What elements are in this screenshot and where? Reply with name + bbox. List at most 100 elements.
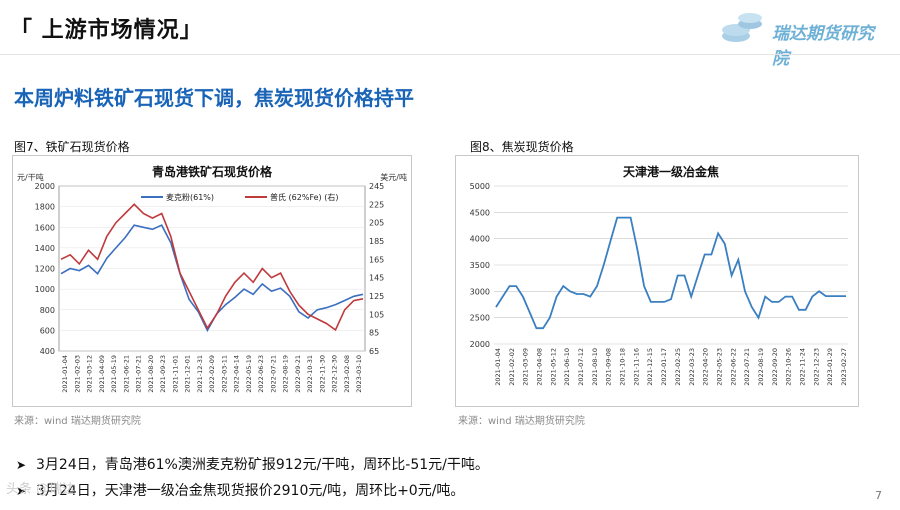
x-tick-label: 2022-10-26 [785,348,793,386]
x-tick-label: 2021-05-12 [549,348,557,386]
y-tick-left: 1600 [35,223,55,232]
y-tick-right: 145 [369,274,384,283]
y-tick-right: 125 [369,292,384,301]
y-tick: 3000 [470,287,490,296]
y-tick-left: 1800 [35,203,55,212]
y-tick-left: 800 [40,306,55,315]
figure-8-caption: 图8、焦炭现货价格 [470,140,574,154]
bullet-text-1: 3月24日，青岛港61%澳洲麦克粉矿报912元/干吨，周环比-51元/干吨。 [36,457,489,473]
y-tick-left: 1200 [35,265,55,274]
iron-ore-chart-panel: 青岛港铁矿石现货价格 元/干吨 美元/吨 400 600 800 1000 1200 1400 1… [12,155,412,407]
x-tick-label: 2021-07-21 [135,355,143,393]
series-line-1 [495,216,846,330]
x-tick-label: 2023-03-10 [355,355,363,393]
y-tick-right: 225 [369,200,384,209]
figure-7-caption: 图7、铁矿石现货价格 [14,140,130,154]
logo-text: 瑞达期货研究院 [772,24,874,69]
page-number: 7 [875,489,882,502]
y-tick: 3500 [470,261,490,270]
y-tick-right: 105 [369,310,384,319]
y-tick-left: 2000 [35,182,55,191]
y-tick: 5000 [470,182,490,191]
x-tick-label: 2022-07-21 [269,355,277,393]
figure-8-source: 来源：wind 瑞达期货研究院 [458,416,585,427]
x-tick-label: 2022-12-23 [812,348,820,386]
x-tick-label: 2021-06-21 [122,355,130,393]
chart-title: 青岛港铁矿石现货价格 [152,164,273,179]
x-tick-label: 2022-03-23 [688,348,696,386]
x-tick-label: 2022-02-25 [674,348,682,386]
arrow-bullet-icon: ➤ [16,458,27,472]
x-tick-label: 2022-01-17 [660,348,668,386]
x-tick-label: 2022-04-20 [702,348,710,386]
coke-chart: 天津港一级冶金焦 2000 2500 3000 3500 4000 4500 5000 2021… [470,164,848,386]
x-tick-label: 2021-08-20 [147,355,155,393]
headline: 本周炉料铁矿石现货下调，焦炭现货价格持平 [14,86,414,110]
x-tick-label: 2021-04-08 [536,348,544,386]
y-tick-right: 165 [369,255,384,264]
x-tick-label: 2022-08-19 [282,355,290,393]
x-tick-label: 2023-02-27 [840,348,848,386]
x-tick-label: 2023-01-29 [826,348,834,386]
x-tick-label: 2022-06-22 [729,348,737,386]
bullet-text-2: 3月24日，天津港一级冶金焦现货报价2910元/吨，周环比+0元/吨。 [36,483,465,499]
legend-label-2: 普氏 (62%Fe) (右) [270,192,338,202]
x-tick-label: 2021-09-08 [605,348,613,386]
x-tick-label: 2022-05-19 [245,355,253,393]
x-tick-label: 2021-01-04 [494,348,502,386]
y-tick-right: 85 [369,329,379,338]
x-tick-label: 2022-03-11 [220,355,228,393]
x-tick-label: 2022-02-09 [208,355,216,393]
y-tick-right: 245 [369,182,384,191]
x-tick-label: 2021-12-01 [184,355,192,393]
x-tick-label: 2021-02-03 [73,355,81,393]
chart-title: 天津港一级冶金焦 [623,164,719,179]
y-tick-left: 600 [40,326,55,335]
x-tick-label: 2022-11-30 [318,355,326,393]
y-axis-right-label: 美元/吨 [380,172,407,182]
y-tick: 2500 [470,314,490,323]
y-tick-right: 185 [369,237,384,246]
arrow-bullet-icon: ➤ [16,484,27,498]
x-tick-label: 2022-04-14 [233,355,241,393]
x-tick-label: 2022-10-31 [306,355,314,393]
x-tick-label: 2021-10-18 [619,348,627,386]
x-tick-label: 2022-05-23 [715,348,723,386]
x-tick-label: 2023-02-08 [343,355,351,393]
y-tick-left: 1400 [35,244,55,253]
y-tick: 2000 [470,340,490,349]
x-tick-label: 2021-09-23 [159,355,167,393]
x-tick-label: 2021-11-01 [171,355,179,393]
x-tick-label: 2022-09-21 [294,355,302,393]
x-tick-label: 2021-03-12 [86,355,94,393]
bullet-item-2: ➤ 3月24日，天津港一级冶金焦现货报价2910元/吨，周环比+0元/吨。 [16,480,464,500]
x-tick-label: 2021-01-04 [61,355,69,393]
y-axis-left-label: 元/干吨 [17,172,44,182]
series-line-2 [60,203,364,332]
y-tick: 4500 [470,208,490,217]
x-tick-label: 2021-07-12 [577,348,585,386]
y-tick-right: 65 [369,347,379,356]
series-line-1 [60,224,364,333]
x-tick-label: 2022-11-24 [798,348,806,386]
x-tick-label: 2022-08-19 [757,348,765,386]
y-tick: 4000 [470,235,490,244]
header-divider [0,54,900,55]
company-logo: 瑞达期货研究院 [716,8,886,69]
bullet-item-1: ➤ 3月24日，青岛港61%澳洲麦克粉矿报912元/干吨，周环比-51元/干吨。 [16,454,489,474]
x-tick-label: 2021-03-09 [522,348,530,386]
y-tick-right: 205 [369,219,384,228]
x-tick-label: 2021-08-10 [591,348,599,386]
y-tick-left: 400 [40,347,55,356]
x-tick-label: 2021-04-09 [98,355,106,393]
x-tick-label: 2022-12-30 [331,355,339,393]
x-tick-label: 2021-02-02 [508,348,516,386]
coins-logo-icon [722,13,762,42]
x-tick-label: 2021-05-19 [110,355,118,393]
x-tick-label: 2021-12-31 [196,355,204,393]
x-tick-label: 2022-06-23 [257,355,265,393]
legend-label-1: 麦克粉(61%) [166,192,214,202]
x-tick-label: 2021-06-10 [563,348,571,386]
figure-7-source: 来源：wind 瑞达期货研究院 [14,416,141,427]
